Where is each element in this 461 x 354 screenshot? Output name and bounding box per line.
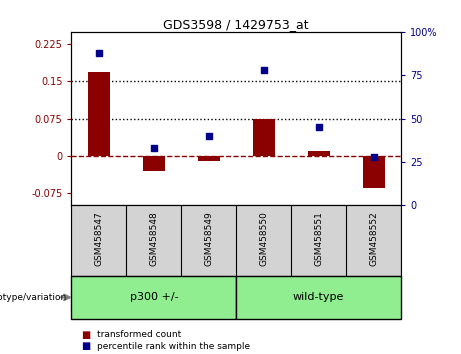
- Text: transformed count: transformed count: [97, 330, 181, 339]
- Point: [315, 125, 322, 130]
- Text: GSM458550: GSM458550: [259, 211, 268, 266]
- Text: genotype/variation: genotype/variation: [0, 293, 67, 302]
- Point: [260, 67, 267, 73]
- Bar: [307, 151, 330, 156]
- Text: ■: ■: [81, 330, 90, 339]
- Text: wild-type: wild-type: [293, 292, 344, 302]
- Point: [95, 50, 103, 56]
- Text: GSM458549: GSM458549: [204, 211, 213, 266]
- Bar: [236, 276, 401, 319]
- Bar: [88, 72, 110, 156]
- Point: [205, 133, 213, 139]
- Text: GSM458552: GSM458552: [369, 211, 378, 266]
- Text: percentile rank within the sample: percentile rank within the sample: [97, 342, 250, 351]
- Text: GSM458551: GSM458551: [314, 211, 323, 266]
- Text: p300 +/-: p300 +/-: [130, 292, 178, 302]
- Text: GSM458548: GSM458548: [149, 211, 159, 266]
- Text: ■: ■: [81, 341, 90, 351]
- Bar: [143, 156, 165, 171]
- Point: [370, 154, 377, 160]
- Bar: [253, 119, 275, 156]
- Bar: [363, 156, 384, 188]
- Bar: [71, 276, 236, 319]
- Text: GSM458547: GSM458547: [95, 211, 103, 266]
- Bar: [198, 156, 220, 161]
- Title: GDS3598 / 1429753_at: GDS3598 / 1429753_at: [164, 18, 309, 31]
- Point: [150, 145, 158, 151]
